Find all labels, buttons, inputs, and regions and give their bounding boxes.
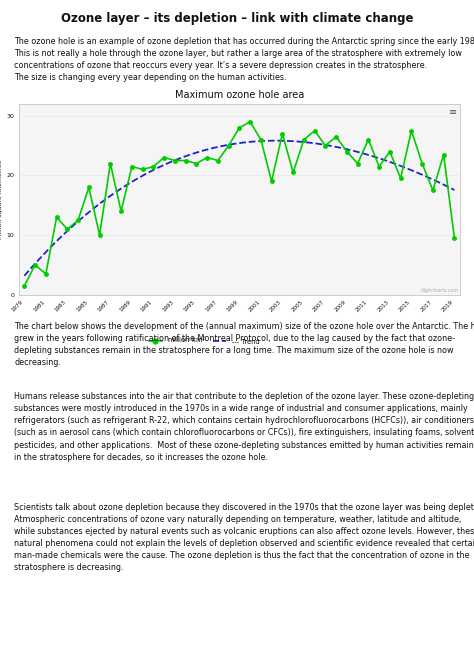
Text: Scientists talk about ozone depletion because they discovered in the 1970s that : Scientists talk about ozone depletion be… [14, 502, 474, 572]
Text: ≡: ≡ [449, 107, 457, 117]
Text: Humans release substances into the air that contribute to the depletion of the o: Humans release substances into the air t… [14, 392, 474, 462]
Text: Highcharts.com: Highcharts.com [420, 288, 459, 293]
Title: Maximum ozone hole area: Maximum ozone hole area [175, 90, 304, 100]
Text: Ozone layer – its depletion – link with climate change: Ozone layer – its depletion – link with … [61, 11, 413, 25]
Text: The chart below shows the development of the (annual maximum) size of the ozone : The chart below shows the development of… [14, 322, 474, 367]
Y-axis label: Million square kilometres: Million square kilometres [0, 160, 3, 239]
Text: The ozone hole is an example of ozone depletion that has occurred during the Ant: The ozone hole is an example of ozone de… [14, 37, 474, 82]
Legend: million km$^2$, --- Trend: million km$^2$, --- Trend [146, 332, 262, 349]
